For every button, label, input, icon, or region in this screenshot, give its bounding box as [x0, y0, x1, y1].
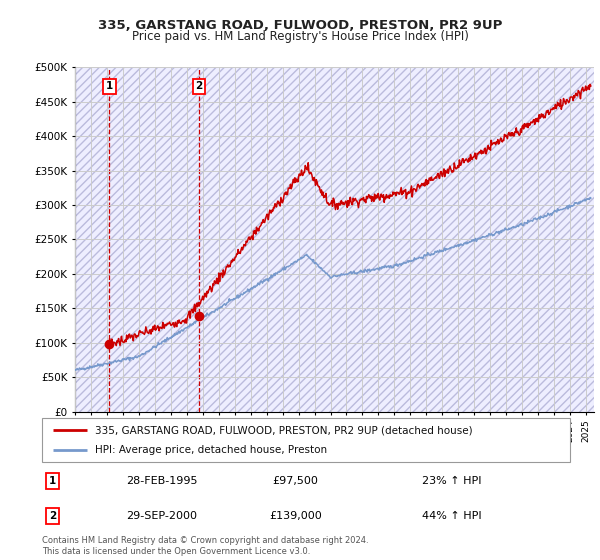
Text: 2: 2: [49, 511, 56, 521]
Text: 2: 2: [195, 82, 202, 91]
Text: 1: 1: [106, 82, 113, 91]
Text: 23% ↑ HPI: 23% ↑ HPI: [422, 476, 482, 486]
Text: £97,500: £97,500: [272, 476, 319, 486]
Text: 44% ↑ HPI: 44% ↑ HPI: [422, 511, 482, 521]
Text: HPI: Average price, detached house, Preston: HPI: Average price, detached house, Pres…: [95, 445, 327, 455]
Text: 335, GARSTANG ROAD, FULWOOD, PRESTON, PR2 9UP (detached house): 335, GARSTANG ROAD, FULWOOD, PRESTON, PR…: [95, 425, 472, 435]
Text: Contains HM Land Registry data © Crown copyright and database right 2024.
This d: Contains HM Land Registry data © Crown c…: [42, 536, 368, 556]
Text: 29-SEP-2000: 29-SEP-2000: [127, 511, 197, 521]
Text: 28-FEB-1995: 28-FEB-1995: [127, 476, 198, 486]
Text: 1: 1: [49, 476, 56, 486]
Text: £139,000: £139,000: [269, 511, 322, 521]
Text: 335, GARSTANG ROAD, FULWOOD, PRESTON, PR2 9UP: 335, GARSTANG ROAD, FULWOOD, PRESTON, PR…: [98, 18, 502, 32]
Text: Price paid vs. HM Land Registry's House Price Index (HPI): Price paid vs. HM Land Registry's House …: [131, 30, 469, 43]
